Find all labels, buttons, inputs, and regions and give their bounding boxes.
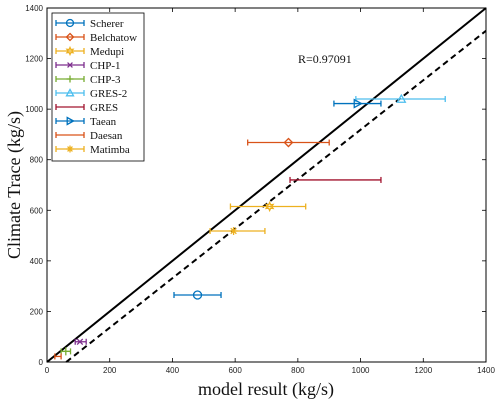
legend-item-chp-1: CHP-1 [55,60,121,72]
marker-asterisk [229,227,238,236]
marker-triangle [396,93,407,103]
data-point-taean [333,98,382,109]
legend-label: Matimba [90,144,130,156]
legend-label: Daesan [90,130,123,142]
legend-label: Belchatow [90,32,137,44]
x-tick-label: 800 [291,366,305,375]
x-tick-label: 400 [166,366,180,375]
data-point-matimba [209,227,266,236]
y-tick-label: 600 [30,206,44,215]
legend-label: GRES [90,102,118,114]
x-tick-label: 1400 [477,366,495,375]
legend-label: CHP-1 [90,60,121,72]
marker-asterisk [66,145,74,153]
legend-item-gres-2: GRES-2 [55,88,127,100]
identity-line [46,7,487,363]
y-tick-label: 800 [30,156,44,165]
x-axis: 0 200 400 600 800 1000 1200 1400 [45,8,495,375]
data-point-scherer [173,290,222,300]
marker-diamond [65,32,75,42]
data-point-chp-3 [60,347,72,356]
x-tick-label: 1200 [414,366,432,375]
y-tick-label: 1200 [25,55,43,64]
legend: Scherer Belchatow Medupi CHP-1 CHP-3 GRES-2 GR… [51,12,145,162]
legend-label: Scherer [90,18,124,30]
legend-item-taean: Taean [55,116,117,128]
y-tick-label: 0 [39,358,44,367]
x-tick-label: 1000 [352,366,370,375]
legend-item-daesan: Daesan [55,130,123,142]
marker-hexagram [65,45,75,57]
marker-plus [66,75,74,83]
x-tick-label: 200 [103,366,117,375]
y-tick-label: 1000 [25,105,43,114]
y-tick-label: 1400 [25,4,43,13]
marker-triangle [353,98,363,109]
marker-circle [192,290,203,300]
legend-item-scherer: Scherer [55,18,124,30]
data-point-chp-1 [74,338,87,346]
x-tick-label: 0 [45,366,50,375]
marker-x [76,338,84,346]
data-point-daesan [54,353,62,360]
legend-item-medupi: Medupi [55,45,124,58]
legend-item-gres: GRES [55,102,118,114]
legend-label: GRES-2 [90,88,127,100]
x-axis-title: model result (kg/s) [198,379,334,400]
correlation-annotation: R=0.97091 [298,52,352,66]
reference-lines [46,7,487,363]
marker-hexagram [264,200,275,213]
y-tick-label: 400 [30,257,44,266]
data-point-gres-2 [355,93,446,103]
fit-line [65,29,487,363]
marker-circle [65,18,75,28]
legend-item-belchatow: Belchatow [55,32,137,44]
y-tick-label: 200 [30,307,44,316]
legend-label: CHP-3 [90,74,121,86]
data-point-medupi [229,200,307,213]
y-axis: 0 200 400 600 800 1000 1200 1400 [25,4,486,367]
legend-label: Taean [90,116,117,128]
marker-diamond [283,137,294,148]
legend-label: Medupi [90,46,124,58]
marker-x [67,62,73,68]
data-point-belchatow [247,137,330,148]
marker-triangle [66,116,75,126]
x-tick-label: 600 [228,366,242,375]
marker-plus [61,347,70,356]
data-marks [54,93,446,360]
legend-item-matimba: Matimba [55,144,130,156]
legend-item-chp-3: CHP-3 [55,74,121,86]
y-axis-title: Climate Trace (kg/s) [4,111,25,259]
marker-triangle [65,88,75,97]
data-point-gres [289,176,382,183]
